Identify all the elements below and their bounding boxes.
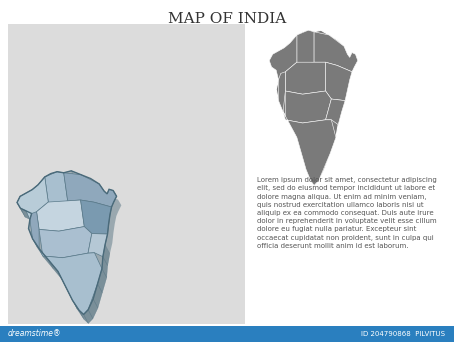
Polygon shape bbox=[20, 208, 31, 220]
Text: MAP OF INDIA: MAP OF INDIA bbox=[168, 12, 286, 26]
Polygon shape bbox=[98, 269, 107, 293]
Polygon shape bbox=[326, 99, 345, 124]
Polygon shape bbox=[57, 172, 69, 182]
Text: ID 204790868  PILVITUS: ID 204790868 PILVITUS bbox=[361, 331, 445, 337]
Polygon shape bbox=[26, 190, 37, 202]
Polygon shape bbox=[58, 272, 70, 295]
Polygon shape bbox=[28, 220, 35, 238]
Polygon shape bbox=[285, 91, 331, 123]
Text: dreamstime®: dreamstime® bbox=[8, 329, 61, 339]
Polygon shape bbox=[32, 185, 43, 199]
Polygon shape bbox=[20, 193, 31, 205]
Polygon shape bbox=[269, 30, 358, 185]
Polygon shape bbox=[283, 112, 336, 185]
Polygon shape bbox=[103, 245, 110, 266]
Polygon shape bbox=[36, 200, 84, 231]
Polygon shape bbox=[285, 62, 326, 94]
Polygon shape bbox=[83, 310, 93, 324]
Polygon shape bbox=[48, 260, 63, 280]
Polygon shape bbox=[17, 177, 48, 220]
Polygon shape bbox=[45, 174, 55, 186]
Polygon shape bbox=[88, 234, 108, 257]
Text: Lorem ipsum dolor sit amet, consectetur adipiscing
elit, sed do eiusmod tempor i: Lorem ipsum dolor sit amet, consectetur … bbox=[256, 177, 437, 249]
Polygon shape bbox=[39, 249, 102, 315]
Polygon shape bbox=[17, 202, 25, 217]
Polygon shape bbox=[39, 227, 92, 258]
Bar bbox=[0, 326, 454, 342]
Polygon shape bbox=[30, 212, 39, 249]
Polygon shape bbox=[64, 173, 117, 207]
Polygon shape bbox=[269, 35, 297, 80]
Polygon shape bbox=[64, 171, 76, 182]
Polygon shape bbox=[39, 249, 54, 269]
Polygon shape bbox=[71, 171, 86, 184]
Polygon shape bbox=[30, 213, 36, 228]
Polygon shape bbox=[22, 180, 121, 324]
Polygon shape bbox=[33, 239, 44, 258]
Bar bbox=[8, 24, 245, 324]
Polygon shape bbox=[73, 300, 84, 319]
Polygon shape bbox=[51, 172, 62, 183]
Polygon shape bbox=[45, 177, 50, 186]
Polygon shape bbox=[81, 200, 111, 234]
Polygon shape bbox=[93, 284, 102, 308]
Polygon shape bbox=[326, 62, 352, 101]
Polygon shape bbox=[65, 286, 77, 309]
Polygon shape bbox=[102, 257, 108, 278]
Polygon shape bbox=[79, 310, 88, 324]
Polygon shape bbox=[88, 299, 98, 319]
Polygon shape bbox=[45, 172, 68, 205]
Polygon shape bbox=[297, 30, 314, 65]
Polygon shape bbox=[314, 32, 358, 72]
Polygon shape bbox=[17, 196, 25, 211]
Polygon shape bbox=[28, 228, 37, 248]
Polygon shape bbox=[38, 177, 50, 194]
Polygon shape bbox=[278, 72, 285, 112]
Polygon shape bbox=[26, 211, 36, 223]
